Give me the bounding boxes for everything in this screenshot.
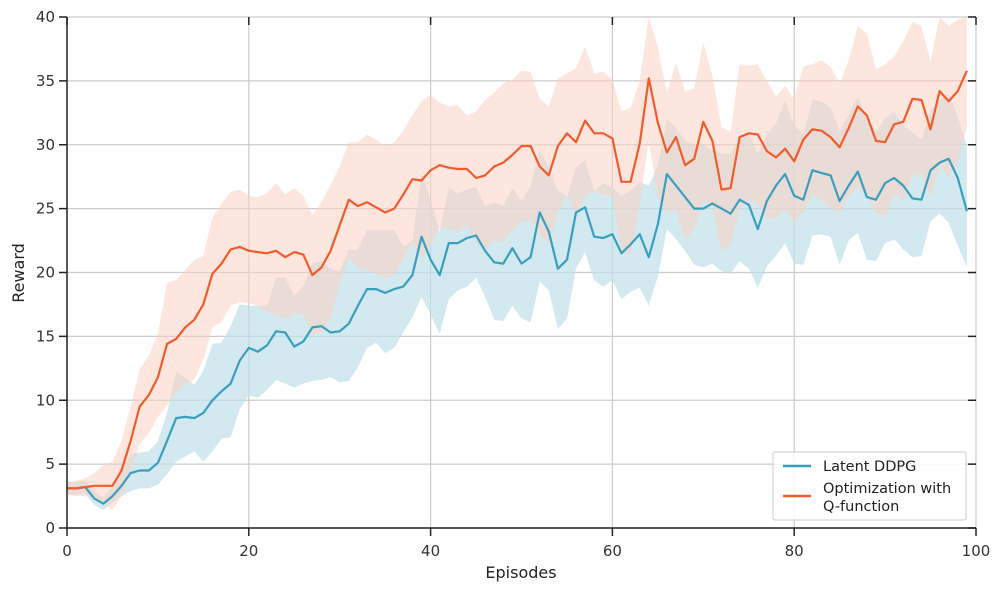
series-lines [67, 70, 968, 505]
band-series-1 [67, 17, 967, 511]
legend-label-latent-ddpg: Latent DDPG [823, 459, 916, 475]
x-tick-label-0: 0 [62, 542, 72, 560]
y-tick-label-20: 20 [36, 264, 55, 282]
x-tick-labels: 0 20 40 60 80 100 [62, 542, 990, 560]
y-tick-label-25: 25 [36, 200, 55, 218]
line-series-0 [67, 157, 968, 505]
legend-box [772, 451, 967, 521]
y-tick-labels: 0 5 10 15 20 25 30 35 40 [36, 8, 55, 537]
y-tick-label-15: 15 [36, 327, 55, 345]
legend: Latent DDPG Optimization with Q-function [772, 451, 967, 521]
x-tick-label-20: 20 [239, 542, 258, 560]
x-tick-label-60: 60 [603, 542, 622, 560]
x-tick-label-40: 40 [421, 542, 440, 560]
y-tick-label-5: 5 [45, 455, 55, 473]
y-axis-label: Reward [9, 243, 28, 303]
tick-marks [59, 16, 977, 536]
y-tick-label-30: 30 [36, 136, 55, 154]
legend-label-optimization-q: Optimization with Q-function [823, 481, 951, 515]
y-tick-label-10: 10 [36, 391, 55, 409]
x-tick-label-80: 80 [785, 542, 804, 560]
x-tick-label-100: 100 [962, 542, 991, 560]
y-tick-label-40: 40 [36, 8, 55, 26]
x-axis-label: Episodes [485, 563, 556, 582]
y-tick-label-35: 35 [36, 72, 55, 90]
confidence-bands [67, 17, 967, 511]
line-series-1 [67, 70, 968, 490]
y-tick-label-0: 0 [45, 519, 55, 537]
